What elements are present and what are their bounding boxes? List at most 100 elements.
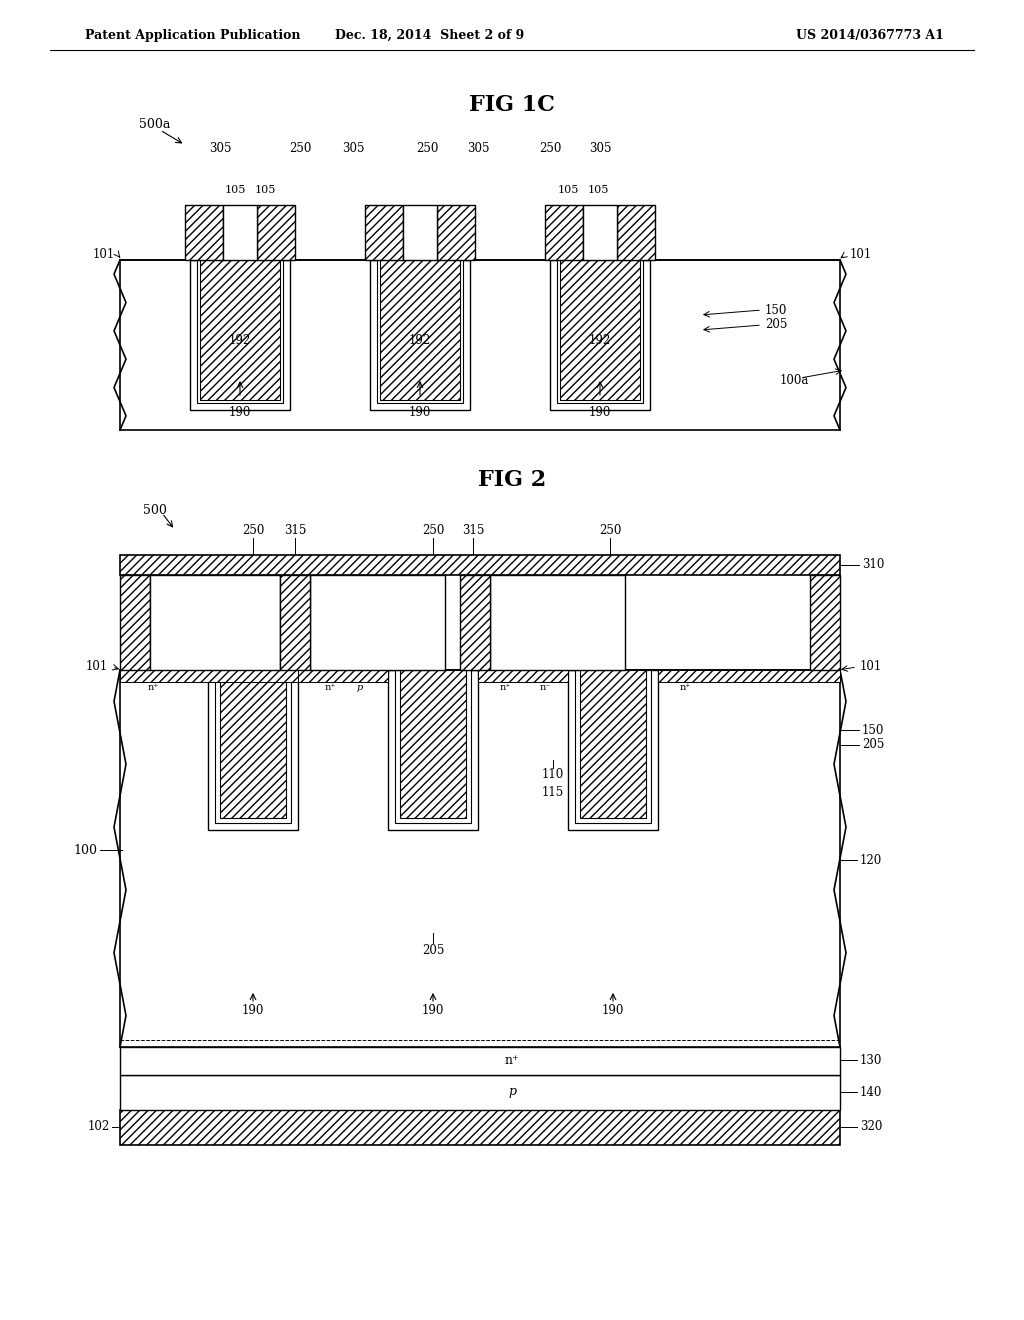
Text: 190: 190 — [589, 405, 611, 418]
Text: 250: 250 — [416, 141, 438, 154]
Text: 101: 101 — [850, 248, 872, 261]
Bar — [575, 671, 651, 822]
Text: 305: 305 — [342, 141, 365, 154]
Text: 250: 250 — [422, 524, 444, 536]
Bar — [490, 576, 625, 671]
Text: 150: 150 — [765, 304, 787, 317]
Bar — [370, 260, 470, 411]
Text: 105: 105 — [588, 185, 608, 195]
Text: 205: 205 — [422, 944, 444, 957]
Text: n⁺: n⁺ — [505, 1053, 519, 1067]
Bar — [120, 554, 840, 576]
Bar — [120, 576, 150, 671]
Text: 190: 190 — [242, 1003, 264, 1016]
Text: n⁺: n⁺ — [219, 682, 230, 692]
Bar — [617, 205, 655, 260]
Bar — [658, 671, 840, 682]
Text: 100a: 100a — [780, 374, 809, 387]
Bar — [120, 1110, 840, 1144]
Bar — [560, 260, 640, 400]
Text: 500a: 500a — [139, 119, 171, 132]
Text: 101: 101 — [860, 660, 883, 673]
Text: 100: 100 — [73, 843, 97, 857]
Bar — [568, 671, 658, 830]
Bar — [208, 671, 298, 830]
Text: 315: 315 — [462, 524, 484, 536]
Text: p: p — [357, 682, 364, 692]
Text: 150: 150 — [862, 723, 885, 737]
Text: 320: 320 — [860, 1121, 883, 1134]
Text: 101: 101 — [86, 660, 108, 673]
Text: 190: 190 — [602, 1003, 625, 1016]
Bar — [377, 260, 463, 403]
Bar — [403, 205, 437, 260]
Bar — [200, 260, 280, 400]
Text: 500: 500 — [143, 503, 167, 516]
Bar — [365, 205, 403, 260]
Bar — [220, 671, 286, 818]
Text: 250: 250 — [599, 524, 622, 536]
Bar — [150, 576, 280, 671]
Text: FIG 1C: FIG 1C — [469, 94, 555, 116]
Text: n⁺: n⁺ — [399, 682, 411, 692]
Text: 105: 105 — [224, 185, 246, 195]
Text: 205: 205 — [765, 318, 787, 331]
Text: 190: 190 — [409, 405, 431, 418]
Bar — [395, 671, 471, 822]
Text: n⁺: n⁺ — [500, 682, 511, 692]
Text: 250: 250 — [242, 524, 264, 536]
Text: 102: 102 — [88, 1121, 110, 1134]
Bar — [190, 260, 290, 411]
Bar — [197, 260, 283, 403]
Text: n⁺: n⁺ — [679, 682, 691, 692]
Text: 250: 250 — [539, 141, 561, 154]
Bar — [185, 205, 223, 260]
Bar — [120, 1047, 840, 1074]
Bar — [580, 671, 646, 818]
Bar — [545, 205, 583, 260]
Text: 110: 110 — [542, 768, 564, 781]
Text: 115: 115 — [542, 787, 564, 800]
Text: 130: 130 — [860, 1053, 883, 1067]
Bar — [478, 671, 568, 682]
Text: n⁺: n⁺ — [432, 682, 443, 692]
Text: 120: 120 — [860, 854, 883, 866]
Bar — [583, 205, 617, 260]
Text: 205: 205 — [862, 738, 885, 751]
Bar — [120, 671, 840, 1047]
Text: 305: 305 — [203, 616, 227, 630]
Text: 140: 140 — [860, 1085, 883, 1098]
Text: 305: 305 — [534, 616, 557, 630]
Bar — [550, 260, 650, 411]
Bar — [120, 1074, 840, 1110]
Text: Patent Application Publication: Patent Application Publication — [85, 29, 300, 41]
Text: 305: 305 — [353, 616, 377, 630]
Text: n⁻: n⁻ — [540, 682, 551, 692]
Text: 101: 101 — [93, 248, 115, 261]
Text: 190: 190 — [422, 1003, 444, 1016]
Bar — [557, 260, 643, 403]
Text: n⁺: n⁺ — [147, 682, 159, 692]
Bar — [298, 671, 388, 682]
Text: p: p — [508, 1085, 516, 1098]
Text: FIG 2: FIG 2 — [478, 469, 546, 491]
Bar — [280, 576, 310, 671]
Bar — [460, 576, 490, 671]
Text: 305: 305 — [467, 141, 489, 154]
Text: n⁺: n⁺ — [325, 682, 336, 692]
Bar — [120, 671, 300, 682]
Bar — [388, 671, 478, 830]
Text: 190: 190 — [228, 405, 251, 418]
Bar — [223, 205, 257, 260]
Text: 305: 305 — [209, 141, 231, 154]
Text: 192: 192 — [409, 334, 431, 346]
Text: 192: 192 — [589, 334, 611, 346]
Text: 105: 105 — [254, 185, 275, 195]
Text: 105: 105 — [557, 185, 579, 195]
Text: 250: 250 — [289, 141, 311, 154]
Bar — [215, 671, 291, 822]
Text: 192: 192 — [229, 334, 251, 346]
Bar — [120, 260, 840, 430]
Text: US 2014/0367773 A1: US 2014/0367773 A1 — [796, 29, 944, 41]
Text: Dec. 18, 2014  Sheet 2 of 9: Dec. 18, 2014 Sheet 2 of 9 — [336, 29, 524, 41]
